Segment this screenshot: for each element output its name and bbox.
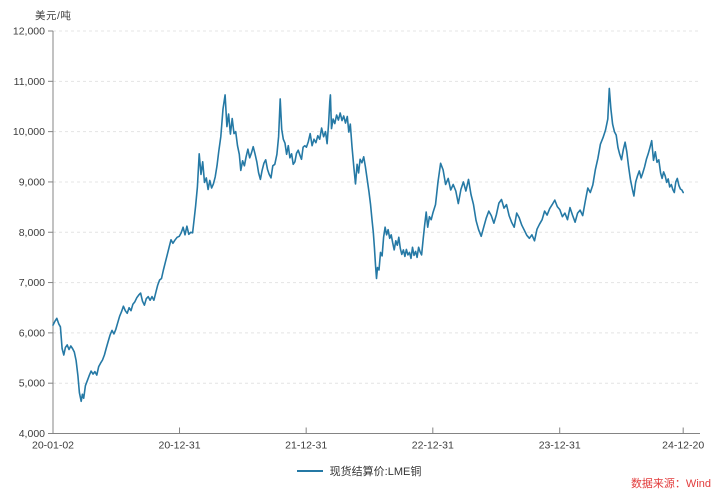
x-tick-label: 24-12-20: [662, 440, 704, 452]
x-tick-label: 20-01-02: [32, 440, 74, 452]
data-source-label: 数据来源：Wind: [630, 478, 711, 490]
y-tick-label: 5,000: [19, 378, 45, 390]
y-axis-unit-label: 美元/吨: [35, 10, 72, 22]
x-tick-label: 23-12-31: [539, 440, 581, 452]
y-tick-label: 8,000: [19, 227, 45, 239]
y-tick-label: 10,000: [13, 126, 45, 138]
x-tick-label: 21-12-31: [285, 440, 327, 452]
legend-line-marker: [296, 470, 323, 472]
y-tick-label: 4,000: [19, 428, 45, 440]
y-tick-label: 9,000: [19, 176, 45, 188]
legend: 现货结算价:LME铜: [0, 463, 718, 479]
y-tick-label: 6,000: [19, 327, 45, 339]
legend-series-label: 现货结算价:LME铜: [329, 466, 422, 478]
x-tick-label: 20-12-31: [159, 440, 201, 452]
y-tick-label: 7,000: [19, 277, 45, 289]
y-tick-label: 11,000: [14, 76, 45, 88]
y-tick-label: 12,000: [13, 26, 45, 38]
x-tick-label: 22-12-31: [412, 440, 454, 452]
price-line: [52, 87, 685, 403]
